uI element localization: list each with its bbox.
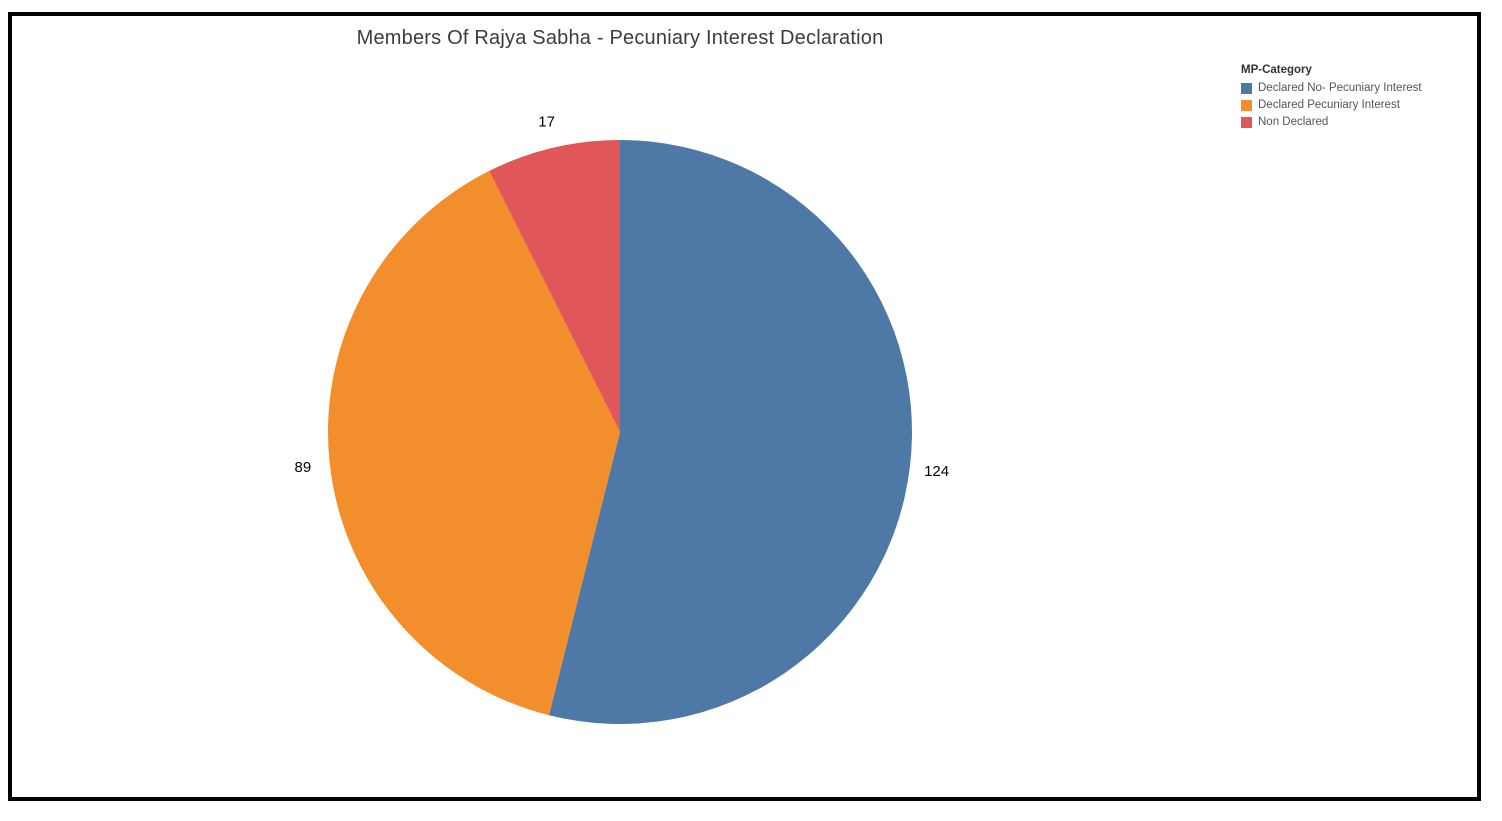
pie-slice-2[interactable] [489, 140, 620, 432]
legend-swatch-blue [1241, 82, 1252, 94]
legend-swatch-orange [1241, 99, 1252, 111]
legend-label: Declared Pecuniary Interest [1258, 99, 1400, 111]
chart-title: Members Of Rajya Sabha - Pecuniary Inter… [356, 27, 884, 49]
legend: MP-Category Declared No- Pecuniary Inter… [1241, 64, 1491, 133]
legend-item-declared-no-pecuniary-interest[interactable]: Declared No- Pecuniary Interest [1241, 82, 1491, 94]
legend-title: MP-Category [1241, 64, 1312, 76]
legend-label: Non Declared [1258, 116, 1329, 128]
legend-item-non-declared[interactable]: Non Declared [1241, 116, 1491, 128]
legend-label: Declared No- Pecuniary Interest [1258, 82, 1422, 94]
legend-item-declared-pecuniary-interest[interactable]: Declared Pecuniary Interest [1241, 99, 1491, 111]
pie-slice-1[interactable] [327, 170, 620, 716]
slice-value-label: 89 [295, 459, 312, 476]
slice-value-label: 17 [538, 114, 555, 131]
pie-slice-0[interactable] [548, 140, 912, 724]
slice-value-label: 124 [924, 463, 949, 480]
legend-swatch-red [1241, 116, 1252, 128]
